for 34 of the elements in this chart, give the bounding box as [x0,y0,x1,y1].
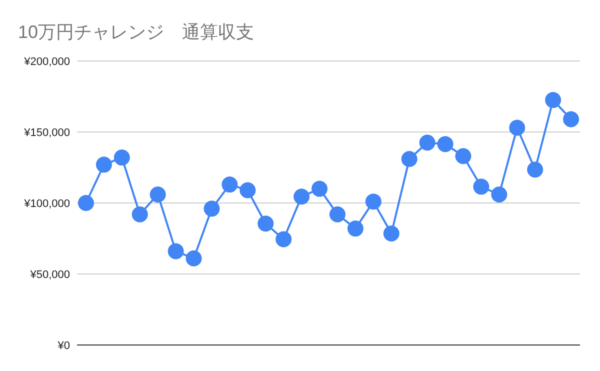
point [473,178,490,195]
point [276,231,292,248]
point [114,150,130,166]
point [312,180,328,197]
point [491,186,508,202]
point [527,162,544,178]
point [132,206,148,222]
point [329,206,346,222]
y-tick-label: ¥150,000 [23,127,70,139]
point [509,120,526,136]
point [347,220,364,237]
y-tick-label: ¥0 [56,340,70,352]
y-tick-label: ¥50,000 [29,269,70,281]
point [563,111,580,128]
point [365,194,382,210]
point [204,200,220,217]
point [294,188,310,205]
point [258,216,274,232]
point [96,156,112,173]
point [240,182,256,198]
point [437,136,454,152]
point [383,226,400,242]
point [222,176,238,193]
point [168,243,184,260]
point [186,250,202,266]
y-tick-label: ¥200,000 [23,56,70,68]
point [419,134,436,151]
y-tick-label: ¥100,000 [23,198,70,210]
point [150,186,166,202]
point [78,195,94,211]
point [401,150,418,167]
point [455,148,472,164]
point [545,92,562,108]
chart-title: 10万円チャレンジ 通算収支 [18,22,254,42]
